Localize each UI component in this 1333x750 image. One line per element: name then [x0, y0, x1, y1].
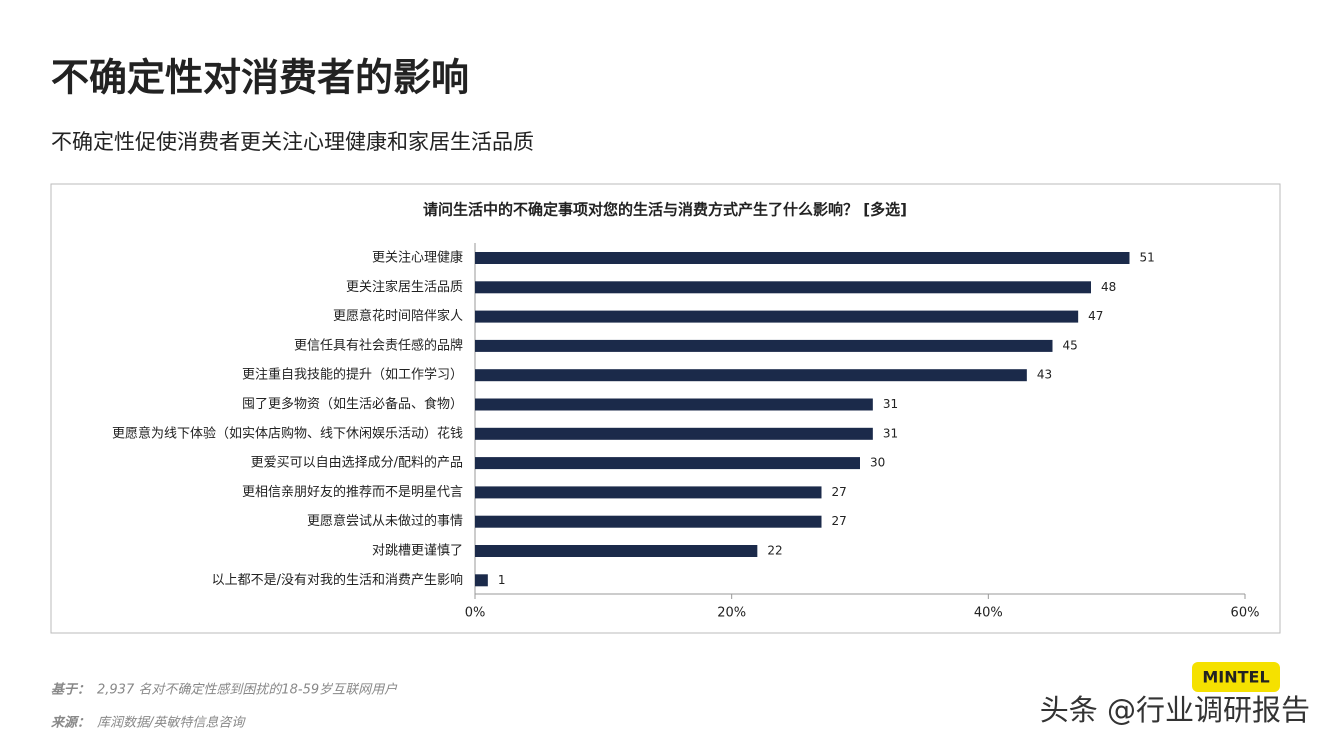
bar	[475, 310, 1079, 323]
category-label: 更相信亲朋好友的推荐而不是明星代言	[242, 484, 463, 500]
bar	[475, 545, 758, 557]
category-label: 对跳槽更谨慎了	[372, 544, 463, 559]
category-label: 更注重自我技能的提升（如工作学习）	[242, 367, 463, 383]
x-tick-label: 20%	[717, 606, 746, 621]
x-tick-label: 60%	[1231, 606, 1260, 621]
source: 库润数据/英敏特信息咨询	[97, 715, 246, 731]
bar	[475, 486, 822, 499]
bar	[475, 427, 873, 440]
bar	[475, 457, 860, 470]
x-tick-label: 40%	[974, 606, 1003, 621]
value-label: 48	[1101, 280, 1116, 294]
logo-badge	[1192, 662, 1280, 692]
category-label: 更关注家居生活品质	[346, 279, 463, 295]
value-label: 30	[870, 456, 885, 470]
category-label: 更关注心理健康	[372, 250, 463, 266]
category-label: 更爱买可以自由选择成分/配料的产品	[251, 455, 463, 471]
bar	[475, 515, 822, 528]
footnote: 2,937 名对不确定性感到困扰的18-59岁互联网用户	[97, 682, 398, 698]
x-tick-label: 0%	[465, 606, 486, 621]
category-label: 更信任具有社会责任感的品牌	[294, 337, 463, 353]
bar	[475, 252, 1130, 264]
value-label: 47	[1088, 309, 1103, 323]
value-label: 27	[832, 514, 847, 528]
value-label: 31	[883, 397, 898, 411]
bar	[475, 398, 873, 411]
category-label: 更愿意花时间陪伴家人	[333, 308, 463, 324]
bar	[475, 339, 1053, 352]
footnote-label: 基于：	[51, 682, 90, 698]
value-label: 43	[1037, 368, 1052, 382]
value-label: 1	[498, 573, 506, 587]
value-label: 45	[1063, 338, 1078, 352]
category-label: 以上都不是/没有对我的生活和消费产生影响	[212, 572, 463, 588]
logo: MINTEL	[1202, 668, 1269, 687]
value-label: 22	[767, 544, 782, 558]
category-label: 更愿意尝试从未做过的事情	[307, 513, 463, 529]
bar	[475, 574, 488, 587]
watermark: 头条 @行业调研报告	[1040, 693, 1310, 727]
slide-subtitle: 不确定性促使消费者更关注心理健康和家居生活品质	[51, 130, 534, 154]
bar	[475, 369, 1027, 382]
value-label: 27	[832, 485, 847, 499]
value-label: 51	[1140, 251, 1155, 265]
value-label: 31	[883, 426, 898, 440]
category-label: 囤了更多物资（如生活必备品、食物）	[242, 396, 463, 412]
chart-title: 请问生活中的不确定事项对您的生活与消费方式产生了什么影响？ [多选]	[423, 201, 907, 219]
bar	[475, 281, 1091, 294]
category-label: 更愿意为线下体验（如实体店购物、线下休闲娱乐活动）花钱	[112, 425, 463, 441]
slide-title: 不确定性对消费者的影响	[51, 56, 469, 100]
source-label: 来源：	[51, 715, 90, 731]
chart-frame	[50, 183, 1281, 634]
